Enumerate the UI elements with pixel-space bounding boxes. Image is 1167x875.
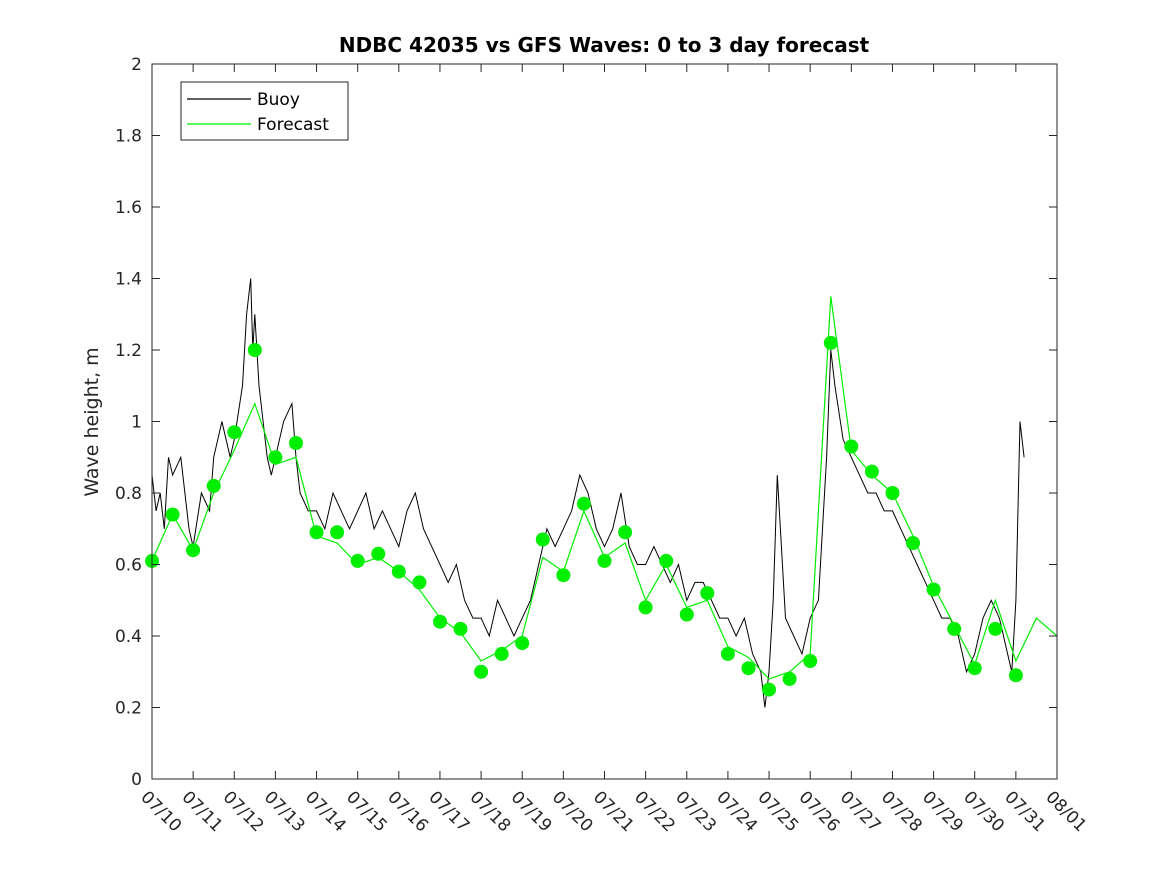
analysis-point — [412, 575, 427, 590]
y-tick-label: 0 — [131, 770, 142, 790]
analysis-point — [762, 682, 776, 697]
analysis-point — [906, 536, 920, 550]
x-tick-label: 07/11 — [178, 787, 227, 836]
axes: 00.20.40.60.811.21.41.61.8207/1007/1107/… — [115, 55, 1090, 836]
analysis-point — [885, 486, 900, 500]
analysis-point — [289, 436, 303, 450]
x-tick-label: 07/24 — [712, 787, 761, 836]
x-tick-label: 07/29 — [918, 787, 967, 836]
x-tick-label: 08/01 — [1041, 787, 1090, 836]
x-tick-label: 07/14 — [301, 787, 350, 836]
analysis-point — [988, 621, 1003, 636]
y-tick-label: 1.4 — [115, 270, 142, 290]
x-tick-label: 07/23 — [671, 787, 720, 836]
x-tick-label: 07/12 — [219, 787, 268, 836]
x-tick-label: 07/26 — [795, 787, 844, 836]
analysis-point — [433, 614, 447, 629]
y-axis-label: Wave height, m — [81, 347, 103, 496]
x-tick-label: 07/10 — [136, 787, 185, 836]
y-tick-label: 2 — [131, 55, 142, 75]
y-tick-label: 0.8 — [115, 484, 142, 504]
analysis-point — [165, 507, 180, 522]
analysis-point — [844, 439, 859, 454]
legend-label-buoy: Buoy — [257, 90, 300, 110]
forecast-series-line — [151, 296, 1058, 680]
analysis-point — [494, 646, 509, 661]
x-tick-label: 07/28 — [877, 787, 926, 836]
analysis-point — [391, 564, 406, 579]
x-tick-label: 07/30 — [959, 787, 1008, 836]
analysis-point — [330, 525, 345, 540]
analysis-point — [700, 586, 715, 601]
analysis-point — [309, 525, 324, 540]
x-tick-label: 07/21 — [589, 787, 638, 836]
analysis-point — [864, 464, 879, 479]
analysis-point — [268, 450, 283, 465]
analysis-point — [350, 553, 365, 568]
analysis-point — [741, 661, 756, 676]
analysis-point — [720, 646, 735, 661]
x-tick-label: 07/15 — [342, 787, 391, 836]
analysis-point — [535, 532, 550, 547]
y-tick-label: 1.6 — [115, 198, 142, 218]
analysis-point — [618, 525, 633, 540]
buoy-series-line — [151, 278, 1025, 708]
analysis-point — [926, 582, 941, 597]
legend: Buoy Forecast — [180, 81, 349, 141]
analysis-point — [556, 568, 571, 583]
analysis-point — [206, 478, 221, 493]
analysis-point — [597, 553, 612, 568]
analysis-point — [679, 607, 694, 622]
analysis-point — [247, 343, 262, 357]
analysis-point — [186, 543, 201, 558]
analysis-point — [659, 553, 674, 568]
analysis-point — [638, 600, 653, 615]
x-tick-label: 07/13 — [260, 787, 309, 836]
chart-title: NDBC 42035 vs GFS Waves: 0 to 3 day fore… — [339, 33, 870, 57]
analysis-point — [823, 335, 838, 350]
analysis-point — [1008, 668, 1023, 683]
analysis-point — [947, 621, 962, 636]
legend-label-forecast: Forecast — [257, 115, 329, 135]
x-tick-label: 07/16 — [383, 787, 432, 836]
analysis-point — [782, 671, 797, 686]
analysis-point — [227, 425, 242, 440]
y-tick-label: 0.4 — [115, 627, 142, 647]
analysis-point — [453, 621, 468, 636]
y-tick-label: 1.8 — [115, 127, 142, 147]
axes-frame — [151, 63, 1058, 780]
x-tick-label: 07/25 — [754, 787, 803, 836]
plot-area — [145, 278, 1058, 708]
x-tick-label: 07/19 — [507, 787, 556, 836]
x-tick-label: 07/22 — [630, 787, 679, 836]
analysis-point — [967, 661, 982, 676]
legend-box — [180, 81, 349, 141]
y-tick-label: 1 — [131, 413, 142, 433]
x-tick-label: 07/18 — [466, 787, 515, 836]
analysis-point — [515, 636, 530, 651]
x-tick-label: 07/31 — [1000, 787, 1049, 836]
y-tick-label: 0.6 — [115, 556, 142, 576]
analysis-point — [371, 546, 386, 561]
analysis-point — [474, 664, 489, 679]
analysis-point — [803, 654, 818, 668]
analysis-point — [576, 496, 591, 511]
x-tick-label: 07/20 — [548, 787, 597, 836]
y-tick-label: 0.2 — [115, 699, 142, 719]
y-tick-label: 1.2 — [115, 341, 142, 361]
x-tick-label: 07/27 — [836, 787, 885, 836]
x-tick-label: 07/17 — [424, 787, 473, 836]
